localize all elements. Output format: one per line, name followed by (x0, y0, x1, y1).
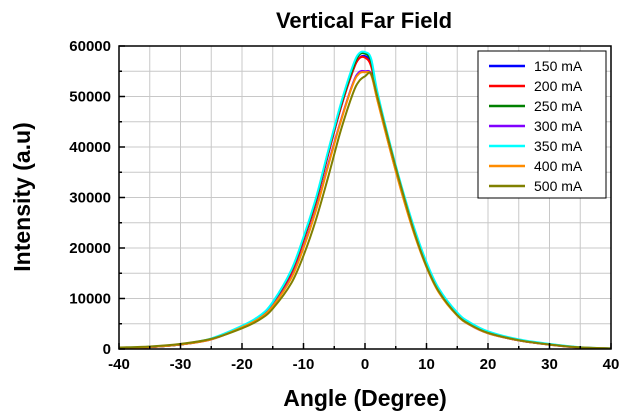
y-tick-label: 40000 (69, 139, 111, 156)
x-tick-label: -30 (170, 356, 192, 373)
x-tick-label: -20 (231, 356, 253, 373)
x-tick-label: 20 (480, 356, 497, 373)
x-tick-label: 0 (361, 356, 369, 373)
legend-entry: 300 mA (534, 118, 583, 134)
y-tick-label: 0 (103, 341, 111, 358)
y-tick-label: 30000 (69, 190, 111, 207)
x-tick-label: 10 (418, 356, 435, 373)
x-tick-labels: -40 -30 -20 -10 0 10 20 30 40 (108, 356, 619, 373)
x-tick-label: -40 (108, 356, 130, 373)
legend-entry: 400 mA (534, 158, 583, 174)
legend-entry: 500 mA (534, 178, 583, 194)
legend: 150 mA 200 mA 250 mA 300 mA 350 mA 400 mA 500 … (478, 51, 606, 198)
y-axis-label: Intensity (a.u) (9, 122, 35, 272)
legend-entry: 200 mA (534, 78, 583, 94)
legend-entry: 350 mA (534, 138, 583, 154)
y-tick-label: 60000 (69, 38, 111, 55)
x-tick-label: 40 (603, 356, 620, 373)
legend-entry: 250 mA (534, 98, 583, 114)
legend-entry: 150 mA (534, 58, 583, 74)
y-tick-label: 10000 (69, 291, 111, 308)
x-tick-label: -10 (293, 356, 315, 373)
x-tick-label: 30 (541, 356, 558, 373)
y-tick-label: 50000 (69, 89, 111, 106)
y-tick-label: 20000 (69, 240, 111, 257)
x-axis-label: Angle (Degree) (283, 385, 447, 411)
y-tick-labels: 0 10000 20000 30000 40000 50000 60000 (69, 38, 111, 358)
chart-title: Vertical Far Field (276, 8, 452, 33)
